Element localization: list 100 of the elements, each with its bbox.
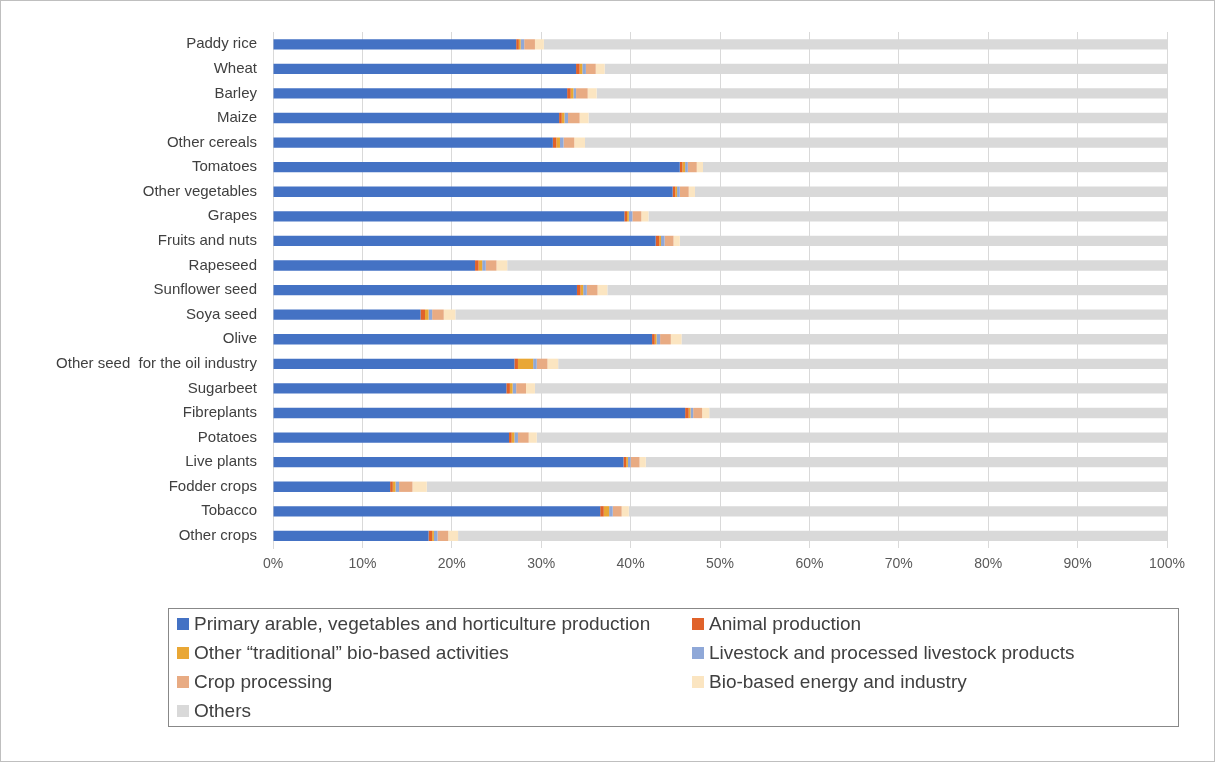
y-tick-label: Other vegetables — [142, 181, 257, 199]
x-tick-label: 10% — [348, 555, 377, 572]
bar — [432, 309, 444, 320]
bar — [576, 88, 588, 99]
bar — [586, 284, 598, 296]
bar — [516, 383, 526, 394]
y-tick-label: Olive — [222, 329, 257, 347]
bar — [612, 506, 622, 517]
bar — [559, 137, 564, 148]
x-tick-label: 40% — [616, 555, 645, 572]
bar — [696, 162, 704, 173]
bar — [399, 481, 413, 492]
y-tick-label: Rapeseed — [188, 255, 257, 273]
bar — [534, 39, 544, 50]
bar — [273, 481, 391, 492]
y-tick-label: Fruits and nuts — [157, 231, 257, 249]
x-tick-label: 70% — [884, 555, 913, 572]
bar — [448, 530, 459, 542]
bar — [661, 235, 665, 247]
legend-label: Animal production — [709, 613, 862, 635]
bar — [395, 481, 400, 492]
bar — [273, 383, 507, 394]
bar — [630, 457, 640, 468]
bar — [526, 383, 535, 394]
bar — [273, 88, 568, 99]
x-tick-label: 60% — [795, 555, 824, 572]
bar — [702, 407, 710, 419]
bar — [693, 407, 703, 419]
x-tick-label: 20% — [437, 555, 466, 572]
bar — [273, 63, 577, 75]
y-tick-label: Other crops — [178, 526, 257, 544]
bar — [574, 137, 586, 148]
bar — [576, 284, 581, 296]
bar — [273, 186, 673, 197]
bar — [517, 432, 529, 443]
bar — [556, 137, 560, 148]
bar — [632, 211, 642, 222]
bar — [679, 186, 689, 197]
bar — [443, 309, 456, 320]
bar — [547, 358, 559, 370]
bar — [273, 260, 476, 271]
legend-label: Other “traditional” bio-based activities — [194, 642, 509, 664]
bar — [424, 309, 429, 320]
legend-label: Crop processing — [194, 671, 333, 693]
bar — [603, 506, 610, 517]
bar — [563, 137, 575, 148]
bar — [273, 432, 510, 443]
y-tick-label: Soya seed — [186, 304, 257, 322]
bar — [496, 260, 508, 271]
legend-label: Primary arable, vegetables and horticulture production — [194, 613, 651, 635]
y-tick-label: Fibreplants — [182, 403, 257, 421]
y-tick-label: Barley — [214, 83, 258, 101]
bar — [273, 211, 625, 222]
y-tick-label: Other cereals — [166, 132, 257, 150]
bar — [621, 506, 629, 517]
bar — [585, 63, 596, 75]
bar — [664, 235, 674, 247]
bar — [273, 112, 560, 124]
bar — [273, 407, 686, 419]
y-tick-label: Potatoes — [197, 427, 257, 445]
y-tick-label: Other seed for the oil industry — [56, 353, 258, 371]
x-tick-label: 80% — [974, 555, 1003, 572]
bar — [437, 530, 449, 542]
y-tick-label: Sugarbeet — [187, 378, 258, 396]
bar — [273, 457, 624, 468]
bar — [600, 506, 604, 517]
bar — [273, 334, 653, 345]
bar — [485, 260, 497, 271]
x-tick-label: 50% — [705, 555, 735, 572]
y-tick-label: Paddy rice — [186, 34, 257, 52]
x-tick-label: 90% — [1063, 555, 1092, 572]
bar — [273, 530, 429, 542]
bar — [273, 284, 577, 296]
bar — [273, 162, 680, 173]
bar — [660, 334, 671, 345]
y-tick-label: Live plants — [185, 452, 257, 470]
bar — [412, 481, 427, 492]
bar — [688, 186, 695, 197]
bar — [273, 506, 601, 517]
bar — [687, 162, 697, 173]
legend-label: Others — [194, 700, 252, 722]
y-tick-label: Wheat — [213, 59, 258, 77]
bar — [475, 260, 479, 271]
legend-label: Livestock and processed livestock products — [709, 642, 1075, 664]
bar — [536, 358, 548, 370]
x-tick-label: 100% — [1149, 555, 1185, 572]
y-tick-label: Sunflower seed — [153, 280, 257, 298]
bar — [609, 506, 613, 517]
bar — [528, 432, 537, 443]
bar — [595, 63, 605, 75]
x-tick-label: 0% — [262, 555, 284, 572]
bar — [579, 112, 589, 124]
y-tick-label: Maize — [216, 108, 257, 126]
y-tick-label: Tobacco — [201, 501, 257, 519]
bar — [568, 112, 580, 124]
bar — [273, 39, 517, 50]
bar — [641, 211, 649, 222]
y-tick-label: Fodder crops — [168, 476, 257, 494]
bar — [482, 260, 486, 271]
bar — [517, 358, 534, 370]
